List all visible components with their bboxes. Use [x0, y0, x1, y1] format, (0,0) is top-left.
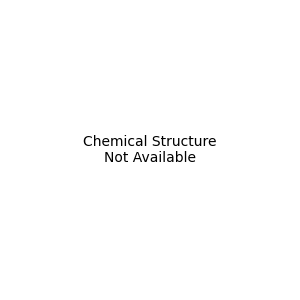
Text: Chemical Structure
Not Available: Chemical Structure Not Available [83, 135, 217, 165]
